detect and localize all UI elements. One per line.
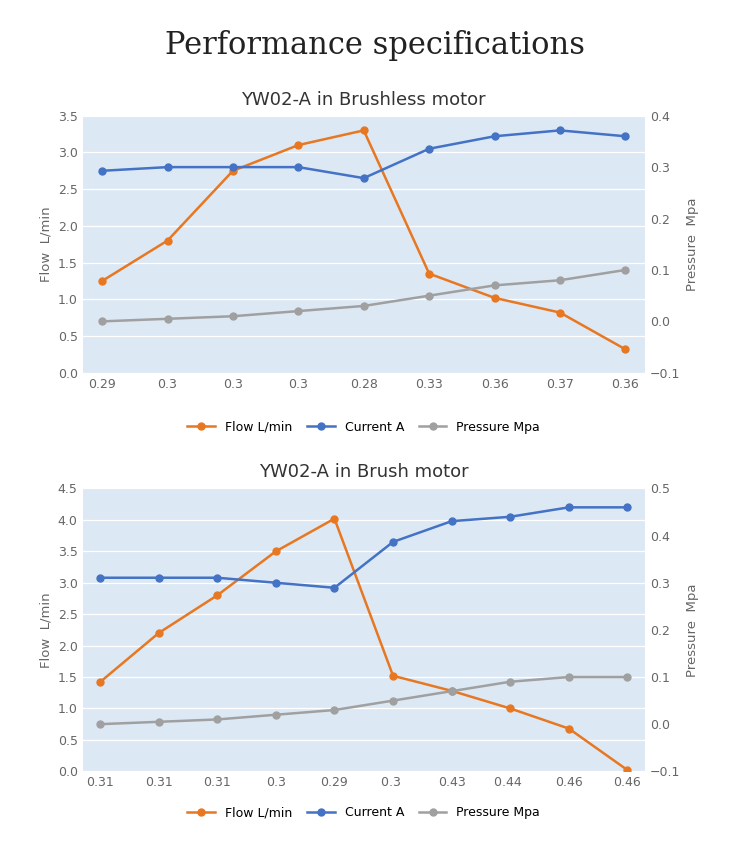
Text: Performance specifications: Performance specifications xyxy=(165,30,585,61)
Line: Current A: Current A xyxy=(97,504,631,591)
Y-axis label: Pressure  Mpa: Pressure Mpa xyxy=(686,197,699,291)
Flow L/min xyxy=(556,308,565,318)
Current A xyxy=(623,502,632,512)
Flow L/min xyxy=(424,268,433,279)
Flow L/min xyxy=(330,513,339,524)
Legend: Flow L/min, Current A, Pressure Mpa: Flow L/min, Current A, Pressure Mpa xyxy=(182,416,545,439)
Current A xyxy=(564,502,573,512)
Current A xyxy=(294,162,303,172)
Pressure Mpa xyxy=(623,672,632,682)
Pressure Mpa xyxy=(564,672,573,682)
Flow L/min xyxy=(490,293,499,303)
Line: Pressure Mpa: Pressure Mpa xyxy=(99,267,628,325)
Flow L/min xyxy=(272,546,280,556)
Flow L/min xyxy=(621,345,630,355)
Current A xyxy=(229,162,238,172)
Pressure Mpa xyxy=(163,314,172,324)
Pressure Mpa xyxy=(359,301,368,311)
Pressure Mpa xyxy=(213,715,222,725)
Pressure Mpa xyxy=(447,686,456,696)
Line: Current A: Current A xyxy=(99,127,628,182)
Flow L/min xyxy=(213,590,222,601)
Flow L/min xyxy=(564,723,573,734)
Flow L/min xyxy=(506,704,515,714)
Pressure Mpa xyxy=(272,710,280,720)
Pressure Mpa xyxy=(621,265,630,275)
Flow L/min xyxy=(95,677,104,687)
Pressure Mpa xyxy=(95,719,104,729)
Current A xyxy=(272,578,280,588)
Flow L/min xyxy=(154,628,164,638)
Y-axis label: Flow  L/min: Flow L/min xyxy=(39,207,52,282)
Current A xyxy=(447,516,456,526)
Y-axis label: Pressure  Mpa: Pressure Mpa xyxy=(686,583,699,677)
Title: YW02-A in Brush motor: YW02-A in Brush motor xyxy=(259,464,469,482)
Current A xyxy=(506,512,515,522)
Current A xyxy=(98,165,106,176)
Current A xyxy=(388,536,398,547)
Current A xyxy=(330,583,339,593)
Current A xyxy=(556,125,565,135)
Y-axis label: Flow  L/min: Flow L/min xyxy=(39,592,52,668)
Flow L/min xyxy=(98,276,106,286)
Flow L/min xyxy=(623,765,632,776)
Current A xyxy=(213,572,222,583)
Flow L/min xyxy=(294,140,303,150)
Line: Flow L/min: Flow L/min xyxy=(97,515,631,774)
Pressure Mpa xyxy=(506,677,515,687)
Legend: Flow L/min, Current A, Pressure Mpa: Flow L/min, Current A, Pressure Mpa xyxy=(182,801,545,824)
Flow L/min xyxy=(359,125,368,135)
Pressure Mpa xyxy=(98,316,106,327)
Current A xyxy=(490,131,499,141)
Pressure Mpa xyxy=(154,716,164,727)
Line: Flow L/min: Flow L/min xyxy=(99,127,628,353)
Pressure Mpa xyxy=(424,291,433,301)
Current A xyxy=(95,572,104,583)
Pressure Mpa xyxy=(388,696,398,706)
Current A xyxy=(621,131,630,141)
Line: Pressure Mpa: Pressure Mpa xyxy=(97,674,631,728)
Current A xyxy=(424,144,433,154)
Flow L/min xyxy=(388,671,398,681)
Flow L/min xyxy=(229,165,238,176)
Flow L/min xyxy=(163,236,172,246)
Title: YW02-A in Brushless motor: YW02-A in Brushless motor xyxy=(242,91,486,109)
Pressure Mpa xyxy=(229,311,238,321)
Current A xyxy=(359,173,368,183)
Pressure Mpa xyxy=(556,275,565,285)
Pressure Mpa xyxy=(330,704,339,715)
Pressure Mpa xyxy=(490,280,499,291)
Current A xyxy=(163,162,172,172)
Pressure Mpa xyxy=(294,306,303,316)
Flow L/min xyxy=(447,686,456,696)
Current A xyxy=(154,572,164,583)
